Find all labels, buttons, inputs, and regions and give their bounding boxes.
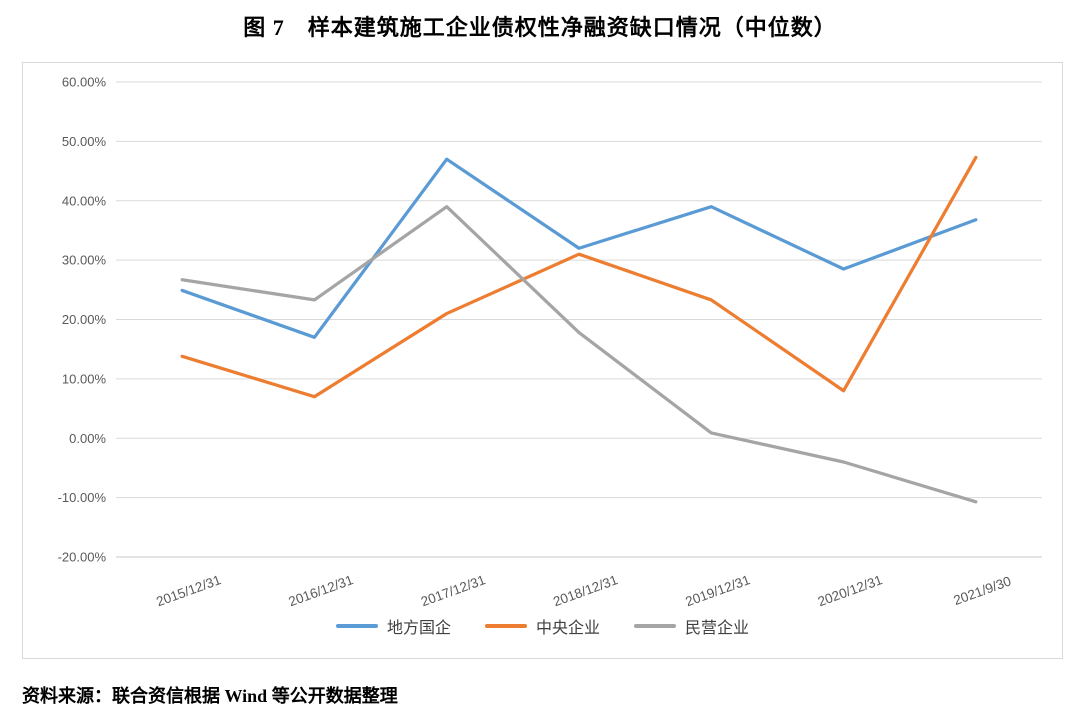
- y-tick-label: 40.00%: [62, 193, 107, 208]
- y-tick-label: 0.00%: [69, 431, 106, 446]
- chart-legend: 地方国企 中央企业 民营企业: [23, 614, 1062, 638]
- legend-line-swatch: [484, 624, 527, 628]
- legend-item-private-enterprise: 民营企业: [634, 614, 749, 638]
- legend-item-local-soe: 地方国企: [335, 614, 451, 638]
- chart-area: 60.00% 50.00% 40.00% 30.00% 20.00% 10.00% 0.00…: [22, 62, 1063, 659]
- x-tick-label: 2015/12/31: [154, 572, 223, 609]
- x-tick-label: 2020/12/31: [816, 572, 885, 609]
- x-tick-label: 2017/12/31: [419, 572, 488, 609]
- y-tick-label: -10.00%: [58, 490, 107, 505]
- y-tick-label: 50.00%: [62, 134, 107, 149]
- legend-line-swatch: [335, 624, 378, 628]
- line-chart: 60.00% 50.00% 40.00% 30.00% 20.00% 10.00% 0.00…: [58, 75, 1042, 609]
- legend-item-central-enterprise: 中央企业: [484, 614, 600, 638]
- x-tick-label: 2019/12/31: [683, 572, 752, 609]
- figure-title: 图 7 样本建筑施工企业债权性净融资缺口情况（中位数）: [243, 15, 837, 40]
- legend-label: 民营企业: [685, 620, 750, 637]
- series-line-local-soe: [180, 157, 978, 339]
- series-line-private-enterprise: [180, 205, 978, 504]
- y-tick-label: 20.00%: [62, 312, 107, 327]
- y-tick-label: 10.00%: [62, 371, 107, 386]
- x-tick-label: 2018/12/31: [551, 572, 620, 609]
- y-tick-label: 30.00%: [62, 253, 107, 268]
- legend-label: 中央企业: [535, 620, 600, 637]
- y-tick-label: -20.00%: [58, 550, 107, 565]
- legend-label: 地方国企: [386, 620, 451, 637]
- source-note: 资料来源：联合资信根据 Wind 等公开数据整理: [22, 686, 398, 706]
- legend-line-swatch: [634, 624, 676, 628]
- x-tick-label: 2021/9/30: [952, 573, 1014, 608]
- x-tick-label: 2016/12/31: [287, 572, 356, 609]
- y-tick-label: 60.00%: [62, 75, 107, 90]
- series-line-central-enterprise: [180, 155, 978, 399]
